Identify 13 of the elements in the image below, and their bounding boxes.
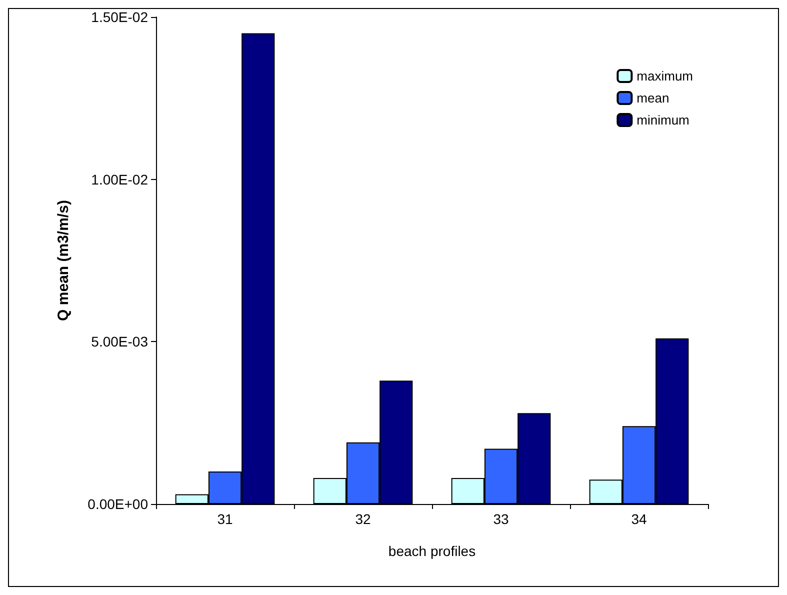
y-tick-label: 1.00E-02	[91, 171, 148, 188]
y-axis-title: Q mean (m3/m/s)	[55, 200, 72, 321]
y-tick-label: 1.50E-02	[91, 9, 148, 25]
y-tick-label: 5.00E-03	[91, 334, 148, 350]
x-tick-label: 34	[631, 511, 647, 527]
x-axis-title: beach profiles	[388, 543, 476, 559]
x-tick-label: 33	[493, 511, 509, 527]
x-tick-label: 31	[217, 511, 233, 527]
legend-label: mean	[636, 90, 670, 106]
legend-label: maximum	[636, 68, 694, 84]
legend-label: minimum	[636, 112, 690, 128]
y-tick-label: 0.00E+00	[88, 496, 148, 512]
x-tick-label: 32	[355, 511, 371, 527]
